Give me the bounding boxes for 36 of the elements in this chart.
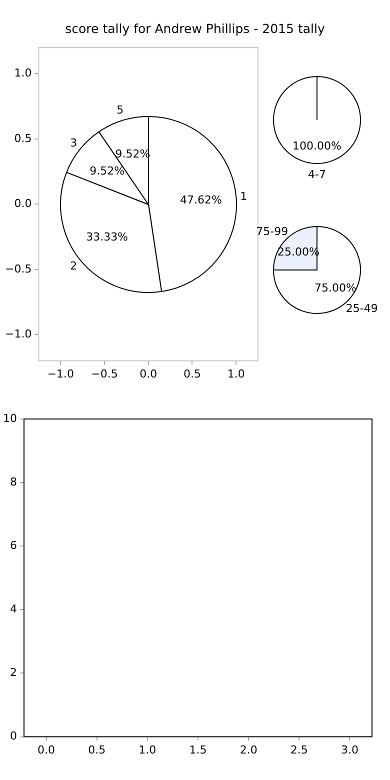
y-tick-label: 0	[10, 730, 17, 743]
data-label: 33.33%	[86, 230, 128, 244]
chart-title: score tally for Andrew Phillips - 2015 tally	[64, 21, 326, 36]
slice-label: 4-7	[308, 168, 326, 180]
y-tick-label: 1.0	[14, 66, 32, 80]
x-tick-label: 1.5	[189, 743, 207, 756]
y-tick-label: 0.0	[14, 197, 32, 210]
x-tick-label: 0.0	[140, 367, 158, 380]
x-tick-label: 0.5	[88, 743, 106, 756]
y-tick-label: −1.0	[4, 328, 32, 341]
data-label: 75.00%	[314, 282, 356, 295]
x-tick-label: −1.0	[47, 367, 74, 380]
slice-label: 1	[240, 190, 248, 204]
x-tick-label: 1.0	[138, 743, 156, 756]
slice-label: 25-49	[346, 302, 378, 315]
x-tick-label: 3.0	[340, 743, 358, 756]
y-tick-label: 4	[10, 602, 17, 616]
slice-label: 3	[70, 136, 78, 150]
data-label: 47.62%	[180, 194, 222, 207]
y-tick-label: 6	[10, 538, 17, 552]
data-label: 9.52%	[90, 164, 125, 178]
x-tick-label: 0.5	[183, 367, 201, 380]
x-tick-label: 0.0	[38, 743, 56, 756]
y-tick-label: 8	[10, 475, 17, 488]
x-tick-label: −0.5	[91, 367, 118, 380]
x-tick-label: 2.5	[290, 743, 308, 756]
y-tick-label: −0.5	[4, 262, 32, 276]
data-label: 100.00%	[292, 140, 342, 153]
y-tick-label: 0.5	[14, 132, 32, 145]
y-tick-label: 10	[2, 412, 17, 425]
slice-label: 75-99	[256, 225, 288, 238]
y-tick-label: 2	[10, 666, 17, 680]
slice-label: 2	[70, 259, 78, 272]
x-tick-label: 1.0	[227, 367, 245, 380]
slice-label: 5	[116, 104, 124, 117]
x-tick-label: 2.0	[240, 743, 258, 756]
